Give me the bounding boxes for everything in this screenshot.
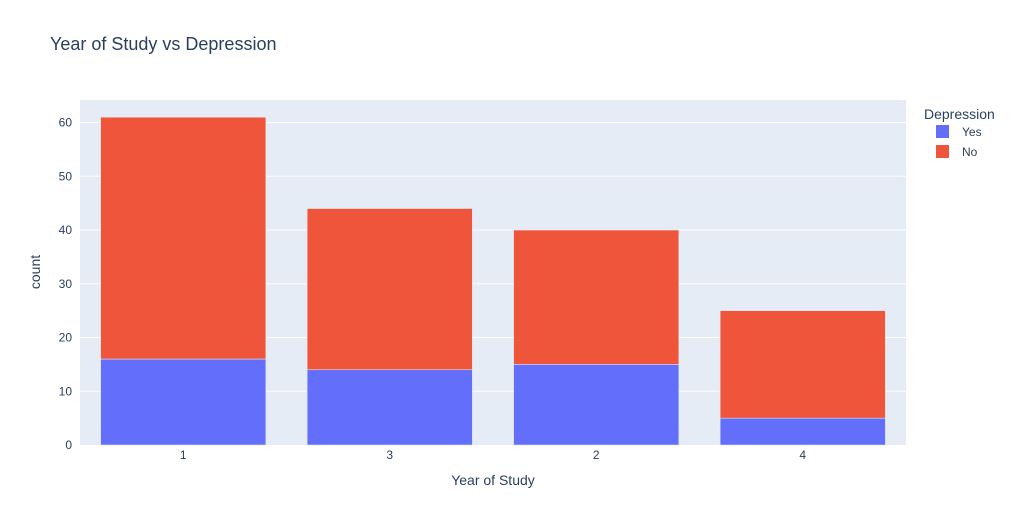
bar-yes-2 <box>513 364 680 446</box>
x-tick-label: 4 <box>799 448 806 462</box>
legend-items: Yes No <box>936 125 982 159</box>
bar-yes-3 <box>306 369 473 446</box>
y-tick-label: 0 <box>65 438 72 452</box>
y-tick-label: 30 <box>59 277 73 291</box>
y-axis-title: count <box>27 255 43 289</box>
bar-yes-1 <box>100 358 267 446</box>
y-axis-ticks: 0 10 20 30 40 50 60 <box>59 116 73 452</box>
legend-label-no: No <box>962 145 978 159</box>
legend-title: Depression <box>924 106 995 122</box>
x-axis-title: Year of Study <box>451 472 535 488</box>
y-tick-label: 50 <box>59 169 73 183</box>
x-tick-label: 2 <box>593 448 600 462</box>
legend-label-yes: Yes <box>962 125 982 139</box>
x-tick-label: 1 <box>180 448 187 462</box>
bar-no-2 <box>513 229 680 365</box>
x-tick-label: 3 <box>386 448 393 462</box>
bar-no-3 <box>306 208 473 371</box>
y-tick-label: 60 <box>59 116 73 130</box>
bar-no-4 <box>719 310 886 419</box>
legend: Depression Yes No <box>924 106 995 159</box>
bars <box>100 116 886 446</box>
legend-swatch-yes <box>936 125 949 138</box>
x-axis-ticks: 1 3 2 4 <box>180 448 807 462</box>
y-tick-label: 10 <box>59 384 73 398</box>
y-tick-label: 40 <box>59 223 73 237</box>
legend-swatch-no <box>936 145 949 158</box>
bar-no-1 <box>100 116 267 360</box>
chart-title: Year of Study vs Depression <box>50 34 276 54</box>
y-tick-label: 20 <box>59 331 73 345</box>
bar-yes-4 <box>719 417 886 446</box>
